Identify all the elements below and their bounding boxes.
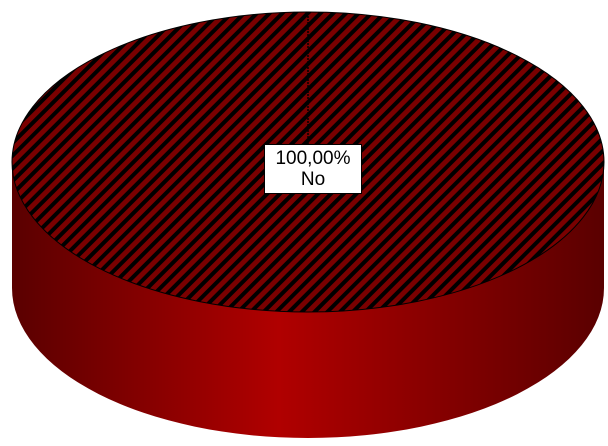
data-label-category: No <box>300 169 326 190</box>
data-label-percent: 100,00% <box>275 148 351 169</box>
pie-slice-side-no <box>12 162 604 438</box>
data-label-no: 100,00% No <box>264 144 362 194</box>
